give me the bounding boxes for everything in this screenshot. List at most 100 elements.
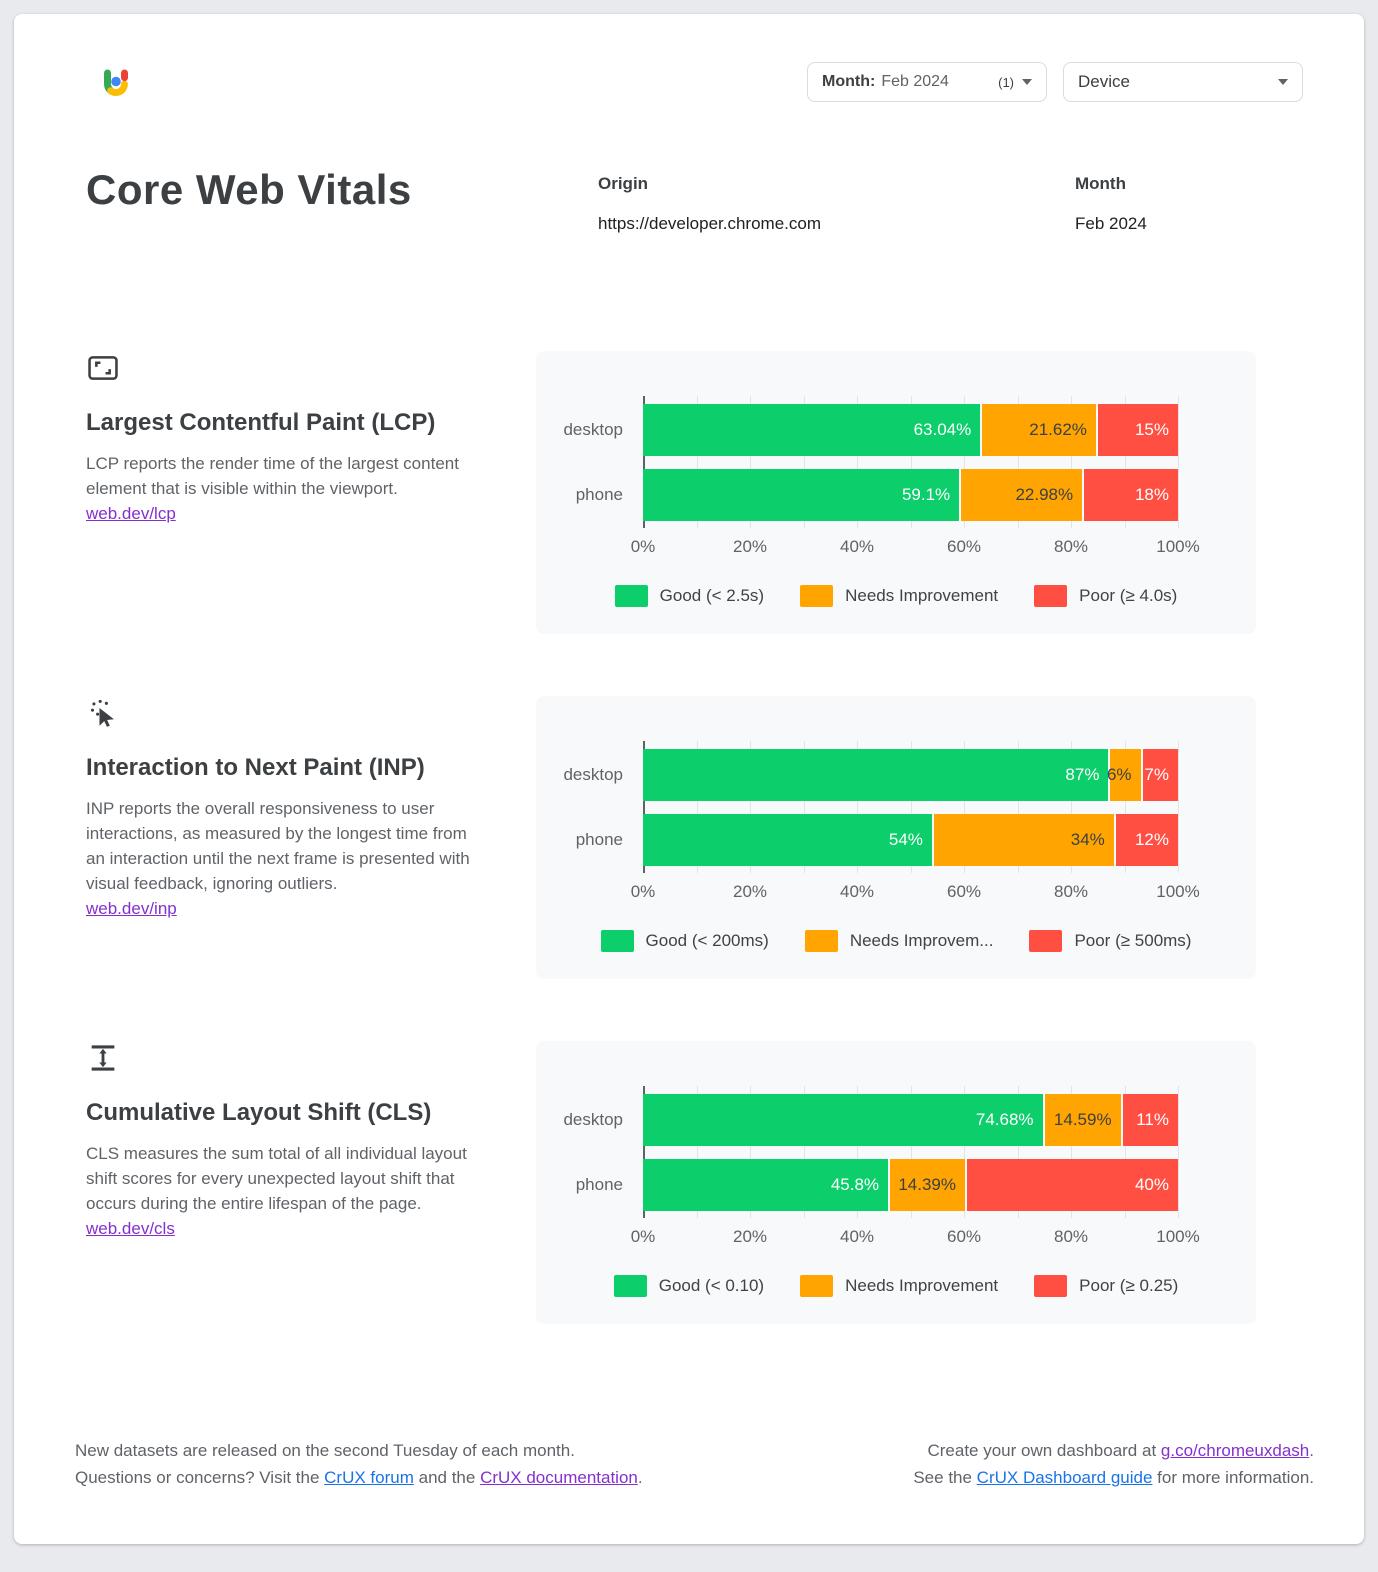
footer-and-text: and the	[413, 1468, 481, 1487]
bar-row-phone: phone 54% 34% 12%	[576, 814, 1178, 866]
bar-segment-poor: 12%	[1113, 814, 1178, 866]
x-tick-label: 80%	[1053, 1227, 1089, 1246]
legend-item-good: Good (< 200ms)	[600, 930, 769, 952]
legend-label: Good (< 0.10)	[658, 1276, 765, 1295]
x-tick-label: 60%	[946, 537, 982, 556]
bar-value-label: 11%	[1136, 1110, 1169, 1129]
x-tick-label: 60%	[946, 1227, 982, 1246]
legend-item-poor: Poor (≥ 500ms)	[1029, 930, 1191, 952]
footer-release-note: New datasets are released on the second …	[75, 1441, 575, 1460]
x-tick-label: 60%	[946, 882, 982, 901]
gridline	[1178, 396, 1179, 528]
bar-value-label: 87%	[1065, 765, 1100, 784]
inp-section: Interaction to Next Paint (INP) INP repo…	[86, 696, 1303, 979]
x-tick-label: 100%	[1156, 537, 1200, 556]
chart-legend: Good (< 0.10) Needs Improvement Poor (≥ 0.…	[536, 1275, 1256, 1297]
category-label: phone	[575, 830, 623, 849]
bar-track: 59.1% 22.98% 18%	[643, 469, 1178, 521]
legend-label: Good (< 2.5s)	[659, 586, 765, 605]
inp-info: Interaction to Next Paint (INP) INP repo…	[86, 696, 536, 979]
gridline	[750, 741, 751, 873]
footer-create-text: Create your own dashboard at	[927, 1441, 1161, 1460]
month-filter-dropdown[interactable]: Month: Feb 2024 (1)	[807, 62, 1047, 102]
bar-segment-good: 54%	[643, 814, 932, 866]
gridline	[1017, 396, 1019, 528]
chromeuxdash-link[interactable]: g.co/chromeuxdash	[1160, 1441, 1310, 1460]
gridline	[696, 1086, 698, 1218]
legend-swatch-poor	[1034, 1275, 1068, 1297]
legend-swatch-poor	[1029, 930, 1063, 952]
bar-value-label: 63.04%	[913, 420, 972, 439]
inp-link[interactable]: web.dev/inp	[86, 899, 177, 918]
y-axis-line	[643, 1086, 645, 1218]
gridline	[1071, 741, 1072, 873]
legend-label: Needs Improvement	[845, 1276, 999, 1295]
bar-value-label: 54%	[888, 830, 923, 849]
gridline	[910, 741, 912, 873]
gridline	[910, 396, 912, 528]
bar-value-label: 14.39%	[898, 1175, 956, 1194]
chart-rows: desktop 74.68% 14.59% 11% phone 45.8% 14.39% 40…	[563, 1094, 1178, 1211]
x-tick-label: 20%	[732, 1227, 768, 1246]
chart-legend: Good (< 2.5s) Needs Improvement Poor (≥ 4.…	[536, 585, 1256, 607]
footer-more-info-text: for more information.	[1152, 1468, 1314, 1487]
bar-segment-good: 45.8%	[643, 1159, 889, 1211]
legend-swatch-good	[613, 1275, 647, 1297]
legend-item-poor: Poor (≥ 4.0s)	[1034, 585, 1177, 607]
crux-forum-link[interactable]: CrUX forum	[324, 1468, 414, 1487]
inp-description: INP reports the overall responsiveness t…	[86, 796, 489, 921]
x-tick-label: 40%	[839, 882, 875, 901]
gridline	[750, 1086, 751, 1218]
gridline	[964, 741, 965, 873]
footer-right: Create your own dashboard at g.co/chrome…	[913, 1437, 1314, 1491]
cls-info: Cumulative Layout Shift (CLS) CLS measur…	[86, 1041, 536, 1324]
cls-chart: desktop 74.68% 14.59% 11% phone 45.8% 14.39% 40…	[536, 1041, 1256, 1324]
legend-swatch-good	[614, 585, 648, 607]
dashboard-guide-link[interactable]: CrUX Dashboard guide	[976, 1468, 1153, 1487]
category-label: desktop	[563, 765, 623, 784]
chart-rows: desktop 63.04% 21.62% 15% phone 59.1% 22.98% 18…	[563, 404, 1178, 521]
bar-value-label: 7%	[1144, 765, 1169, 784]
chart-plot: desktop 63.04% 21.62% 15% phone 59.1% 22.98% 18…	[536, 396, 1179, 528]
bar-segment-poor: 7%	[1140, 749, 1178, 801]
bar-value-label: 6%	[1106, 765, 1132, 784]
gridline	[910, 1086, 912, 1218]
x-tick-label: 0%	[630, 1227, 656, 1246]
gridline	[964, 1086, 965, 1218]
origin-label: Origin	[598, 174, 649, 193]
chart-plot: desktop 87% 6% 7% phone 54% 34% 12%	[536, 741, 1179, 873]
legend-label: Poor (≥ 4.0s)	[1079, 586, 1178, 605]
month-filter-value: Feb 2024	[881, 73, 949, 90]
cls-link[interactable]: web.dev/cls	[86, 1219, 175, 1238]
lcp-link[interactable]: web.dev/lcp	[86, 504, 176, 523]
gridline	[857, 1086, 858, 1218]
category-label: desktop	[563, 1110, 623, 1129]
layout-shift-icon	[86, 1041, 120, 1075]
device-filter-dropdown[interactable]: Device	[1063, 62, 1303, 102]
footer-questions-text: Questions or concerns? Visit the	[75, 1468, 325, 1487]
cursor-click-icon	[86, 696, 120, 730]
crux-documentation-link[interactable]: CrUX documentation	[480, 1468, 638, 1487]
cls-title: Cumulative Layout Shift (CLS)	[86, 1099, 432, 1126]
chevron-down-icon	[1022, 79, 1032, 85]
gridline	[857, 396, 858, 528]
gridline	[1017, 741, 1019, 873]
crux-logo-icon	[96, 64, 136, 104]
gridline	[964, 396, 965, 528]
bar-value-label: 15%	[1134, 420, 1169, 439]
y-axis-line	[643, 396, 645, 528]
bar-segment-good: 87%	[643, 749, 1109, 801]
legend-swatch-needs-improvement	[800, 585, 834, 607]
bar-row-phone: phone 59.1% 22.98% 18%	[576, 469, 1178, 521]
bar-segment-needs-improvement: 22.98%	[959, 469, 1083, 521]
bar-value-label: 22.98%	[1015, 485, 1074, 504]
bar-value-label: 12%	[1134, 830, 1169, 849]
legend-label: Poor (≥ 500ms)	[1074, 931, 1192, 950]
origin-value: https://developer.chrome.com	[598, 214, 822, 233]
category-label: desktop	[563, 420, 623, 439]
gridline	[1124, 741, 1126, 873]
chart-gridlines	[643, 396, 1179, 528]
chart-gridlines	[643, 741, 1179, 873]
gridline	[1178, 741, 1179, 873]
footer: New datasets are released on the second …	[75, 1437, 1314, 1491]
